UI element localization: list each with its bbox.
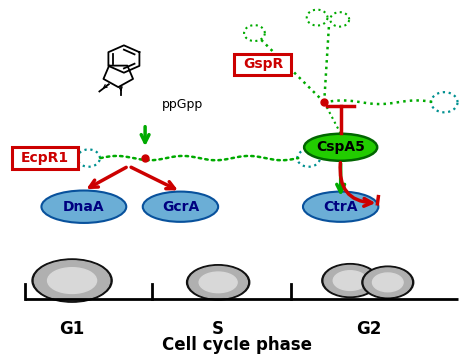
Ellipse shape	[189, 266, 247, 298]
Ellipse shape	[303, 192, 378, 222]
FancyBboxPatch shape	[12, 147, 78, 169]
Ellipse shape	[41, 191, 126, 223]
Ellipse shape	[47, 268, 97, 293]
Ellipse shape	[187, 265, 250, 300]
Ellipse shape	[304, 134, 377, 161]
Ellipse shape	[35, 261, 110, 300]
Ellipse shape	[362, 266, 414, 299]
Ellipse shape	[199, 272, 237, 293]
Text: G2: G2	[356, 320, 382, 338]
Text: CtrA: CtrA	[323, 200, 358, 214]
Ellipse shape	[32, 259, 112, 302]
Ellipse shape	[143, 192, 218, 222]
Ellipse shape	[364, 268, 411, 297]
FancyBboxPatch shape	[235, 54, 292, 75]
Text: DnaA: DnaA	[63, 200, 105, 214]
Ellipse shape	[333, 271, 367, 290]
Text: S: S	[212, 320, 224, 338]
Text: GspR: GspR	[243, 57, 283, 72]
Ellipse shape	[322, 264, 378, 298]
Text: G1: G1	[59, 320, 85, 338]
Ellipse shape	[324, 265, 376, 296]
Ellipse shape	[373, 273, 403, 292]
Text: EcpR1: EcpR1	[21, 151, 69, 165]
Text: Cell cycle phase: Cell cycle phase	[162, 337, 312, 354]
Text: GcrA: GcrA	[162, 200, 199, 214]
Text: CspA5: CspA5	[316, 140, 365, 154]
Text: ppGpp: ppGpp	[162, 98, 203, 111]
